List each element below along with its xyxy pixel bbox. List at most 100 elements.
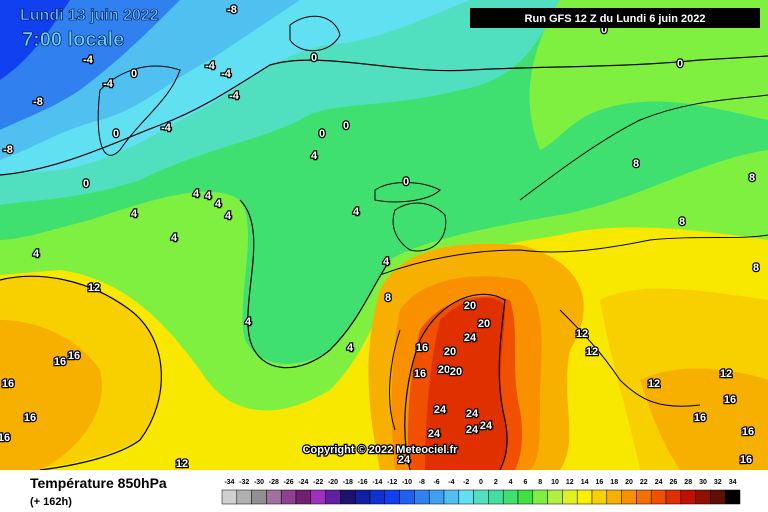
contour-label: 0 bbox=[83, 178, 89, 190]
contour-label: 8 bbox=[749, 172, 755, 184]
contour-label: 20 bbox=[464, 300, 476, 312]
legend-swatch bbox=[295, 489, 312, 505]
legend-swatch bbox=[517, 489, 534, 505]
contour-label: 4 bbox=[311, 150, 318, 162]
legend-value: -14 bbox=[372, 479, 382, 486]
legend-swatch bbox=[621, 489, 637, 505]
color-legend: -34 -32 -30 -28 -26 -24 -22 -20 -18 -16 -14 -12 -10-… bbox=[221, 479, 741, 505]
legend-swatch bbox=[414, 489, 430, 505]
contour-label: 20 bbox=[438, 364, 450, 376]
legend-value: -22 bbox=[313, 479, 323, 486]
contour-label: 16 bbox=[416, 342, 428, 354]
legend-swatch bbox=[562, 489, 578, 505]
contour-label: 12 bbox=[576, 328, 588, 340]
contour-label: 12 bbox=[176, 458, 188, 470]
forecast-time: 7:00 locale bbox=[22, 29, 124, 51]
contour-label: 24 bbox=[434, 404, 447, 416]
contour-label: 12 bbox=[586, 346, 598, 358]
temperature-field bbox=[0, 0, 768, 470]
contour-label: -8 bbox=[227, 4, 237, 16]
legend-swatch bbox=[428, 489, 445, 505]
contour-label: 24 bbox=[480, 420, 493, 432]
legend-value: -24 bbox=[298, 479, 308, 486]
legend-swatch bbox=[354, 489, 371, 505]
footer-lead: (+ 162h) bbox=[30, 496, 72, 508]
legend-swatch bbox=[680, 489, 696, 505]
legend-value: 22 bbox=[640, 479, 648, 486]
legend-swatch bbox=[473, 489, 489, 505]
legend-value: -8 bbox=[419, 479, 425, 486]
legend-value: 32 bbox=[714, 479, 722, 486]
contour-label: 16 bbox=[68, 350, 80, 362]
legend-value: 16 bbox=[596, 479, 604, 486]
legend-swatch bbox=[443, 489, 460, 505]
contour-label: 8 bbox=[679, 216, 685, 228]
contour-label: 0 bbox=[311, 52, 317, 64]
legend-value: -30 bbox=[254, 479, 264, 486]
contour-label: 16 bbox=[724, 394, 736, 406]
footer-title: Température 850hPa bbox=[30, 475, 167, 491]
legend-swatch bbox=[251, 489, 267, 505]
contour-label: 16 bbox=[740, 454, 752, 466]
legend-value: -10 bbox=[402, 479, 412, 486]
contour-label: 16 bbox=[54, 356, 66, 368]
contour-label: -8 bbox=[3, 144, 13, 156]
legend-value: -18 bbox=[343, 479, 353, 486]
contour-label: -4 bbox=[229, 90, 240, 102]
legend-swatch bbox=[724, 489, 741, 505]
contour-label: 8 bbox=[753, 262, 759, 274]
contour-label: -4 bbox=[161, 122, 172, 134]
contour-label: 20 bbox=[444, 346, 456, 358]
legend-swatch bbox=[710, 489, 726, 505]
legend-value: 18 bbox=[610, 479, 618, 486]
legend-value: 6 bbox=[523, 479, 527, 486]
contour-label: 16 bbox=[24, 412, 36, 424]
legend-value: 14 bbox=[581, 479, 589, 486]
contour-label: 12 bbox=[648, 378, 660, 390]
legend-swatch bbox=[650, 489, 667, 505]
contour-label: 20 bbox=[450, 366, 462, 378]
forecast-date: Lundi 13 juin 2022 bbox=[20, 7, 159, 24]
legend-swatch bbox=[547, 489, 563, 505]
contour-label: -4 bbox=[103, 78, 114, 90]
legend-value: 26 bbox=[670, 479, 678, 486]
contour-label: 20 bbox=[478, 318, 490, 330]
legend-value: 34 bbox=[729, 479, 737, 486]
legend-swatch bbox=[369, 489, 386, 505]
legend-value: -34 bbox=[224, 479, 234, 486]
legend-value: 20 bbox=[625, 479, 633, 486]
coastlines bbox=[97, 15, 768, 431]
legend-swatch bbox=[665, 489, 682, 505]
legend-swatch bbox=[236, 489, 252, 505]
legend-value: 8 bbox=[538, 479, 542, 486]
legend-value: 28 bbox=[684, 479, 692, 486]
contour-label: 24 bbox=[398, 454, 411, 466]
contour-label: 4 bbox=[245, 316, 252, 328]
contour-label: 4 bbox=[193, 188, 200, 200]
run-box bbox=[470, 8, 760, 28]
legend-swatch bbox=[458, 489, 474, 505]
contour-label: -4 bbox=[83, 54, 94, 66]
contour-label: -4 bbox=[221, 68, 232, 80]
legend-value: -32 bbox=[239, 479, 249, 486]
legend-value: -16 bbox=[358, 479, 368, 486]
legend-swatch bbox=[576, 489, 593, 505]
legend-swatch bbox=[399, 489, 415, 505]
contour-label: 4 bbox=[353, 206, 360, 218]
run-info: Run GFS 12 Z du Lundi 6 juin 2022 bbox=[525, 13, 706, 25]
legend-swatch bbox=[325, 489, 341, 505]
legend-value: 4 bbox=[509, 479, 513, 486]
contour-label: 0 bbox=[403, 176, 409, 188]
legend-value: -6 bbox=[433, 479, 439, 486]
contour-label: 4 bbox=[383, 256, 390, 268]
contour-label: -8 bbox=[33, 96, 43, 108]
contour-label: 0 bbox=[677, 58, 683, 70]
legend-swatch bbox=[384, 489, 400, 505]
legend-swatch bbox=[695, 489, 711, 505]
contour-label: 4 bbox=[215, 198, 222, 210]
contour-label: 12 bbox=[88, 282, 100, 294]
legend-value: 12 bbox=[566, 479, 574, 486]
copyright: Copyright © 2022 Meteociel.fr bbox=[303, 444, 459, 456]
